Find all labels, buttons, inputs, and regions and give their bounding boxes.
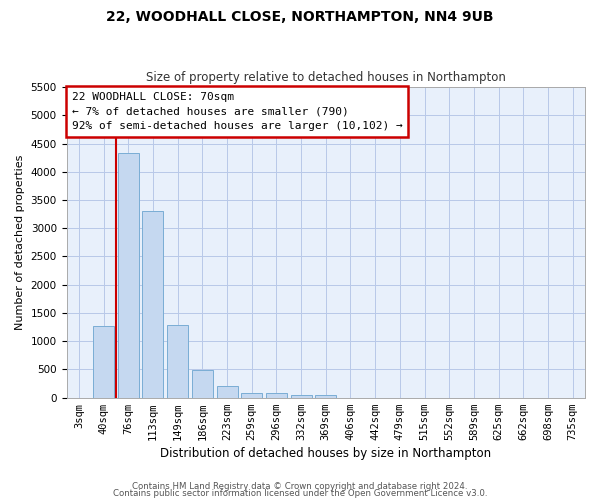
Bar bbox=[315, 395, 336, 398]
Text: 22 WOODHALL CLOSE: 70sqm
← 7% of detached houses are smaller (790)
92% of semi-d: 22 WOODHALL CLOSE: 70sqm ← 7% of detache… bbox=[72, 92, 403, 132]
X-axis label: Distribution of detached houses by size in Northampton: Distribution of detached houses by size … bbox=[160, 447, 491, 460]
Bar bbox=[266, 394, 287, 398]
Y-axis label: Number of detached properties: Number of detached properties bbox=[15, 154, 25, 330]
Bar bbox=[93, 326, 114, 398]
Bar bbox=[192, 370, 213, 398]
Title: Size of property relative to detached houses in Northampton: Size of property relative to detached ho… bbox=[146, 72, 506, 85]
Bar bbox=[241, 392, 262, 398]
Bar bbox=[167, 326, 188, 398]
Bar bbox=[290, 394, 311, 398]
Text: Contains HM Land Registry data © Crown copyright and database right 2024.: Contains HM Land Registry data © Crown c… bbox=[132, 482, 468, 491]
Bar bbox=[118, 153, 139, 398]
Text: Contains public sector information licensed under the Open Government Licence v3: Contains public sector information licen… bbox=[113, 490, 487, 498]
Bar bbox=[142, 212, 163, 398]
Bar bbox=[217, 386, 238, 398]
Text: 22, WOODHALL CLOSE, NORTHAMPTON, NN4 9UB: 22, WOODHALL CLOSE, NORTHAMPTON, NN4 9UB bbox=[106, 10, 494, 24]
